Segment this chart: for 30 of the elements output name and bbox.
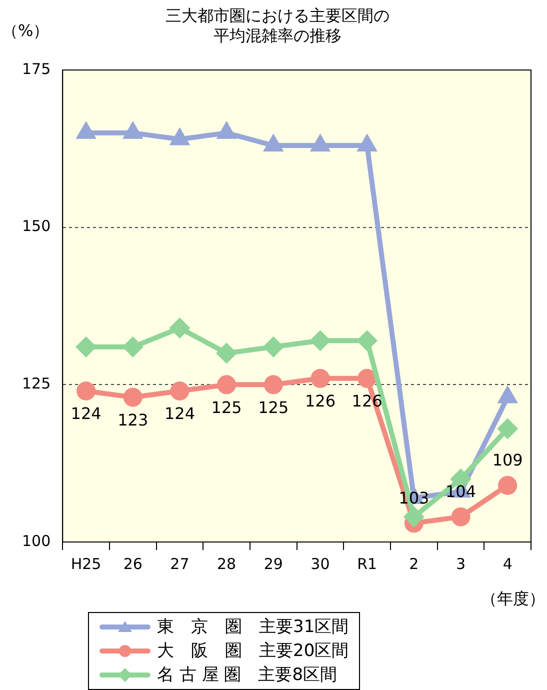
x-tick-label: 29 [264,554,283,573]
y-tick-label: 150 [22,217,51,236]
data-label: 123 [118,410,148,430]
x-tick-label: 3 [456,554,466,573]
y-tick-label: 175 [22,60,51,78]
x-tick-label: 2 [409,554,419,573]
chart-title: 三大都市圏における主要区間の平均混雑率の推移 [164,6,390,46]
x-tick-label: 26 [123,554,142,573]
x-tick-label: H25 [70,554,102,573]
data-label: 104 [445,482,476,501]
data-label: 103 [398,488,430,508]
x-axis-title: （年度） [481,589,545,608]
legend-label: 東 京 圏 主要31区間 [157,616,349,639]
data-label: 124 [70,404,102,424]
x-tick-label: 28 [217,554,236,573]
data-label: 125 [211,398,242,417]
data-label: 125 [258,398,289,417]
y-axis-title: （%） [2,21,50,40]
x-tick-label: 27 [170,554,190,573]
y-tick-label: 100 [22,532,51,550]
x-tick-label: R1 [357,554,378,573]
data-label: 126 [304,392,336,411]
data-label: 109 [492,450,523,470]
x-tick-label: 30 [310,554,330,573]
data-label: 126 [352,392,382,411]
data-label: 124 [164,404,195,424]
y-tick-label: 125 [22,374,51,393]
legend-label: 大 阪 圏 主要20区間 [157,640,349,663]
legend-label: 名 古 屋 圏 主要8区間 [157,664,338,687]
x-tick-label: 4 [502,554,512,573]
